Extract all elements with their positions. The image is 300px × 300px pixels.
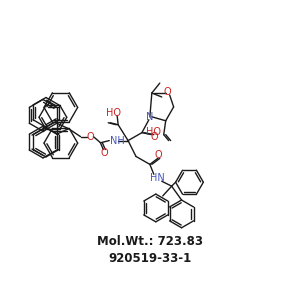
Text: Mol.Wt.: 723.83: Mol.Wt.: 723.83 <box>97 235 203 248</box>
Text: O: O <box>150 132 158 142</box>
Text: O: O <box>155 150 163 161</box>
Text: HN: HN <box>150 173 165 183</box>
Text: NH: NH <box>110 136 125 146</box>
Text: O: O <box>87 132 94 142</box>
Text: 920519-33-1: 920519-33-1 <box>108 253 192 266</box>
Text: HO: HO <box>146 127 161 137</box>
Text: HO: HO <box>106 108 121 118</box>
Text: O: O <box>164 87 172 97</box>
Text: N: N <box>146 112 154 122</box>
Text: O: O <box>100 148 108 158</box>
